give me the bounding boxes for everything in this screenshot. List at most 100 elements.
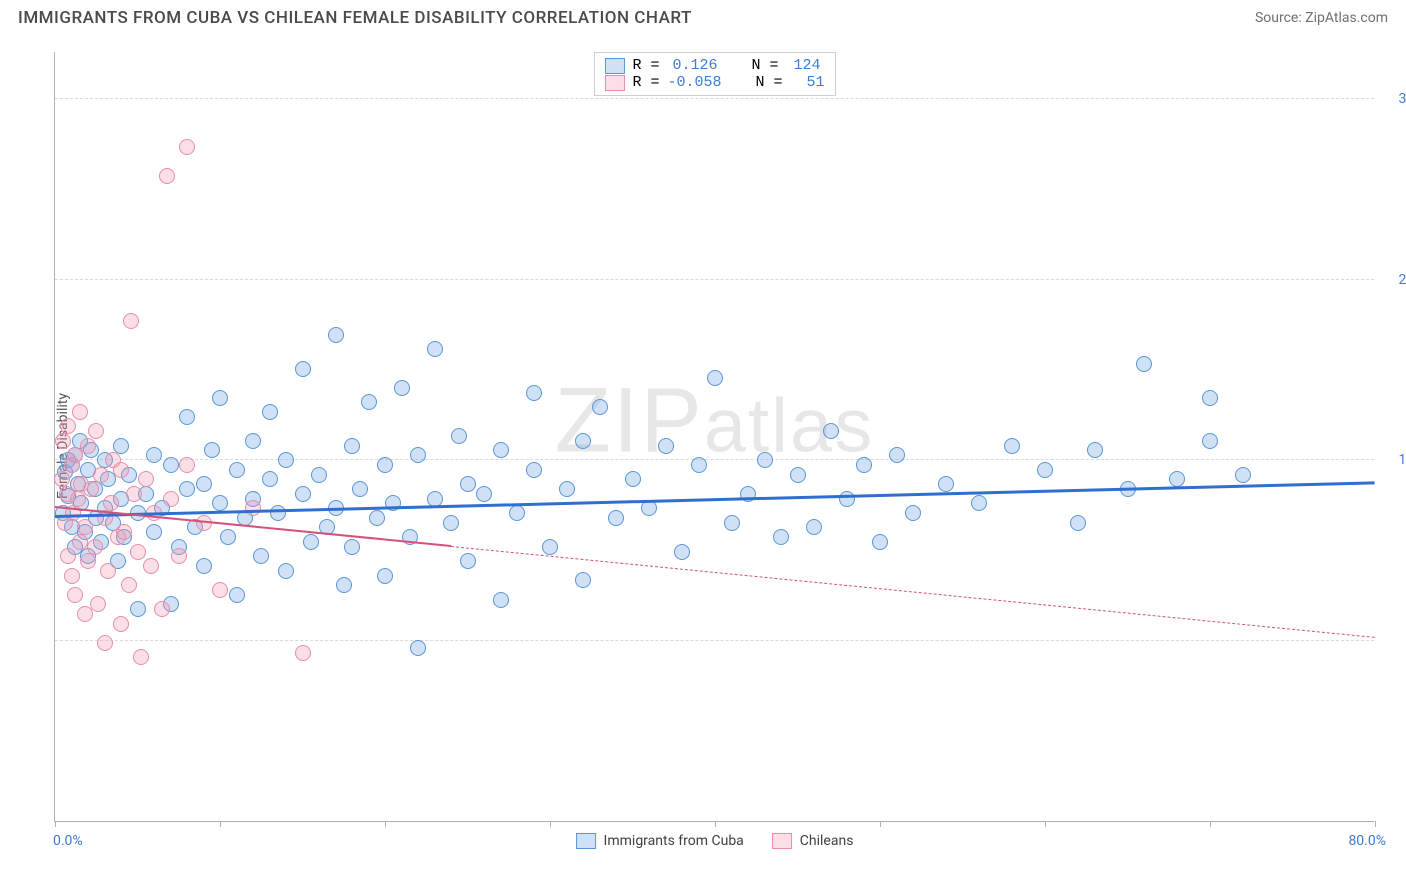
scatter-point-chile bbox=[100, 563, 116, 579]
scatter-point-cuba bbox=[229, 587, 245, 603]
scatter-point-cuba bbox=[526, 385, 542, 401]
scatter-point-cuba bbox=[773, 529, 789, 545]
scatter-point-chile bbox=[72, 534, 88, 550]
trend-line bbox=[451, 546, 1375, 638]
scatter-point-cuba bbox=[278, 452, 294, 468]
scatter-point-chile bbox=[72, 404, 88, 420]
scatter-point-cuba bbox=[196, 476, 212, 492]
scatter-point-cuba bbox=[460, 553, 476, 569]
scatter-point-cuba bbox=[410, 447, 426, 463]
scatter-point-cuba bbox=[394, 380, 410, 396]
scatter-point-chile bbox=[116, 524, 132, 540]
scatter-point-cuba bbox=[575, 433, 591, 449]
x-tick bbox=[1375, 821, 1376, 827]
scatter-point-cuba bbox=[1087, 442, 1103, 458]
scatter-point-chile bbox=[87, 539, 103, 555]
scatter-point-chile bbox=[179, 457, 195, 473]
scatter-point-cuba bbox=[1235, 467, 1251, 483]
scatter-point-cuba bbox=[204, 442, 220, 458]
scatter-point-chile bbox=[163, 491, 179, 507]
scatter-point-cuba bbox=[253, 548, 269, 564]
chile-r-value: -0.058 bbox=[667, 74, 721, 91]
chile-n-value: 51 bbox=[791, 74, 825, 91]
scatter-point-cuba bbox=[493, 442, 509, 458]
scatter-point-cuba bbox=[163, 457, 179, 473]
scatter-point-chile bbox=[67, 587, 83, 603]
scatter-point-chile bbox=[83, 481, 99, 497]
scatter-point-chile bbox=[212, 582, 228, 598]
scatter-point-cuba bbox=[1070, 515, 1086, 531]
x-tick bbox=[550, 821, 551, 827]
scatter-point-cuba bbox=[625, 471, 641, 487]
x-tick bbox=[220, 821, 221, 827]
scatter-point-cuba bbox=[130, 601, 146, 617]
scatter-point-cuba bbox=[806, 519, 822, 535]
scatter-point-cuba bbox=[278, 563, 294, 579]
scatter-point-chile bbox=[64, 568, 80, 584]
correlation-legend: R = 0.126 N = 124 R = -0.058 N = 51 bbox=[593, 52, 835, 96]
scatter-point-chile bbox=[126, 486, 142, 502]
scatter-point-chile bbox=[295, 645, 311, 661]
scatter-point-chile bbox=[55, 433, 71, 449]
scatter-point-cuba bbox=[460, 476, 476, 492]
r-label: R = bbox=[632, 74, 659, 91]
scatter-point-cuba bbox=[344, 438, 360, 454]
scatter-point-cuba bbox=[592, 399, 608, 415]
scatter-point-cuba bbox=[608, 510, 624, 526]
scatter-point-cuba bbox=[493, 592, 509, 608]
scatter-point-cuba bbox=[336, 577, 352, 593]
cuba-n-value: 124 bbox=[787, 57, 821, 74]
scatter-point-cuba bbox=[674, 544, 690, 560]
gridline bbox=[55, 98, 1374, 99]
scatter-point-chile bbox=[60, 548, 76, 564]
scatter-point-chile bbox=[143, 558, 159, 574]
scatter-point-chile bbox=[88, 423, 104, 439]
scatter-point-cuba bbox=[707, 370, 723, 386]
scatter-point-chile bbox=[130, 544, 146, 560]
scatter-point-cuba bbox=[938, 476, 954, 492]
x-tick bbox=[385, 821, 386, 827]
scatter-point-chile bbox=[113, 462, 129, 478]
scatter-point-cuba bbox=[839, 491, 855, 507]
scatter-point-chile bbox=[60, 418, 76, 434]
scatter-point-cuba bbox=[295, 486, 311, 502]
gridline bbox=[55, 279, 1374, 280]
scatter-point-cuba bbox=[146, 524, 162, 540]
scatter-point-cuba bbox=[905, 505, 921, 521]
x-tick bbox=[1210, 821, 1211, 827]
scatter-point-chile bbox=[121, 577, 137, 593]
scatter-point-chile bbox=[159, 168, 175, 184]
x-tick bbox=[1045, 821, 1046, 827]
scatter-point-cuba bbox=[146, 447, 162, 463]
scatter-point-cuba bbox=[1004, 438, 1020, 454]
scatter-point-cuba bbox=[196, 558, 212, 574]
scatter-point-cuba bbox=[303, 534, 319, 550]
x-tick bbox=[715, 821, 716, 827]
scatter-point-cuba bbox=[971, 495, 987, 511]
scatter-point-cuba bbox=[1037, 462, 1053, 478]
scatter-point-cuba bbox=[575, 572, 591, 588]
gridline bbox=[55, 640, 1374, 641]
x-tick bbox=[880, 821, 881, 827]
scatter-point-chile bbox=[90, 596, 106, 612]
scatter-point-chile bbox=[138, 471, 154, 487]
r-label: R = bbox=[632, 57, 659, 74]
scatter-point-chile bbox=[77, 519, 93, 535]
legend-item-chile: Chileans bbox=[772, 833, 854, 849]
scatter-point-cuba bbox=[229, 462, 245, 478]
scatter-point-chile bbox=[80, 553, 96, 569]
scatter-point-cuba bbox=[369, 510, 385, 526]
cuba-series-label: Immigrants from Cuba bbox=[604, 833, 744, 849]
scatter-point-cuba bbox=[220, 529, 236, 545]
chart-title: IMMIGRANTS FROM CUBA VS CHILEAN FEMALE D… bbox=[18, 8, 692, 28]
x-axis-min-label: 0.0% bbox=[53, 833, 83, 849]
scatter-point-cuba bbox=[377, 568, 393, 584]
scatter-point-cuba bbox=[526, 462, 542, 478]
scatter-point-cuba bbox=[179, 409, 195, 425]
legend-item-cuba: Immigrants from Cuba bbox=[576, 833, 744, 849]
scatter-point-cuba bbox=[427, 341, 443, 357]
scatter-point-chile bbox=[245, 500, 261, 516]
scatter-point-cuba bbox=[443, 515, 459, 531]
scatter-point-cuba bbox=[410, 640, 426, 656]
y-tick-label: 15.0% bbox=[1380, 452, 1406, 468]
